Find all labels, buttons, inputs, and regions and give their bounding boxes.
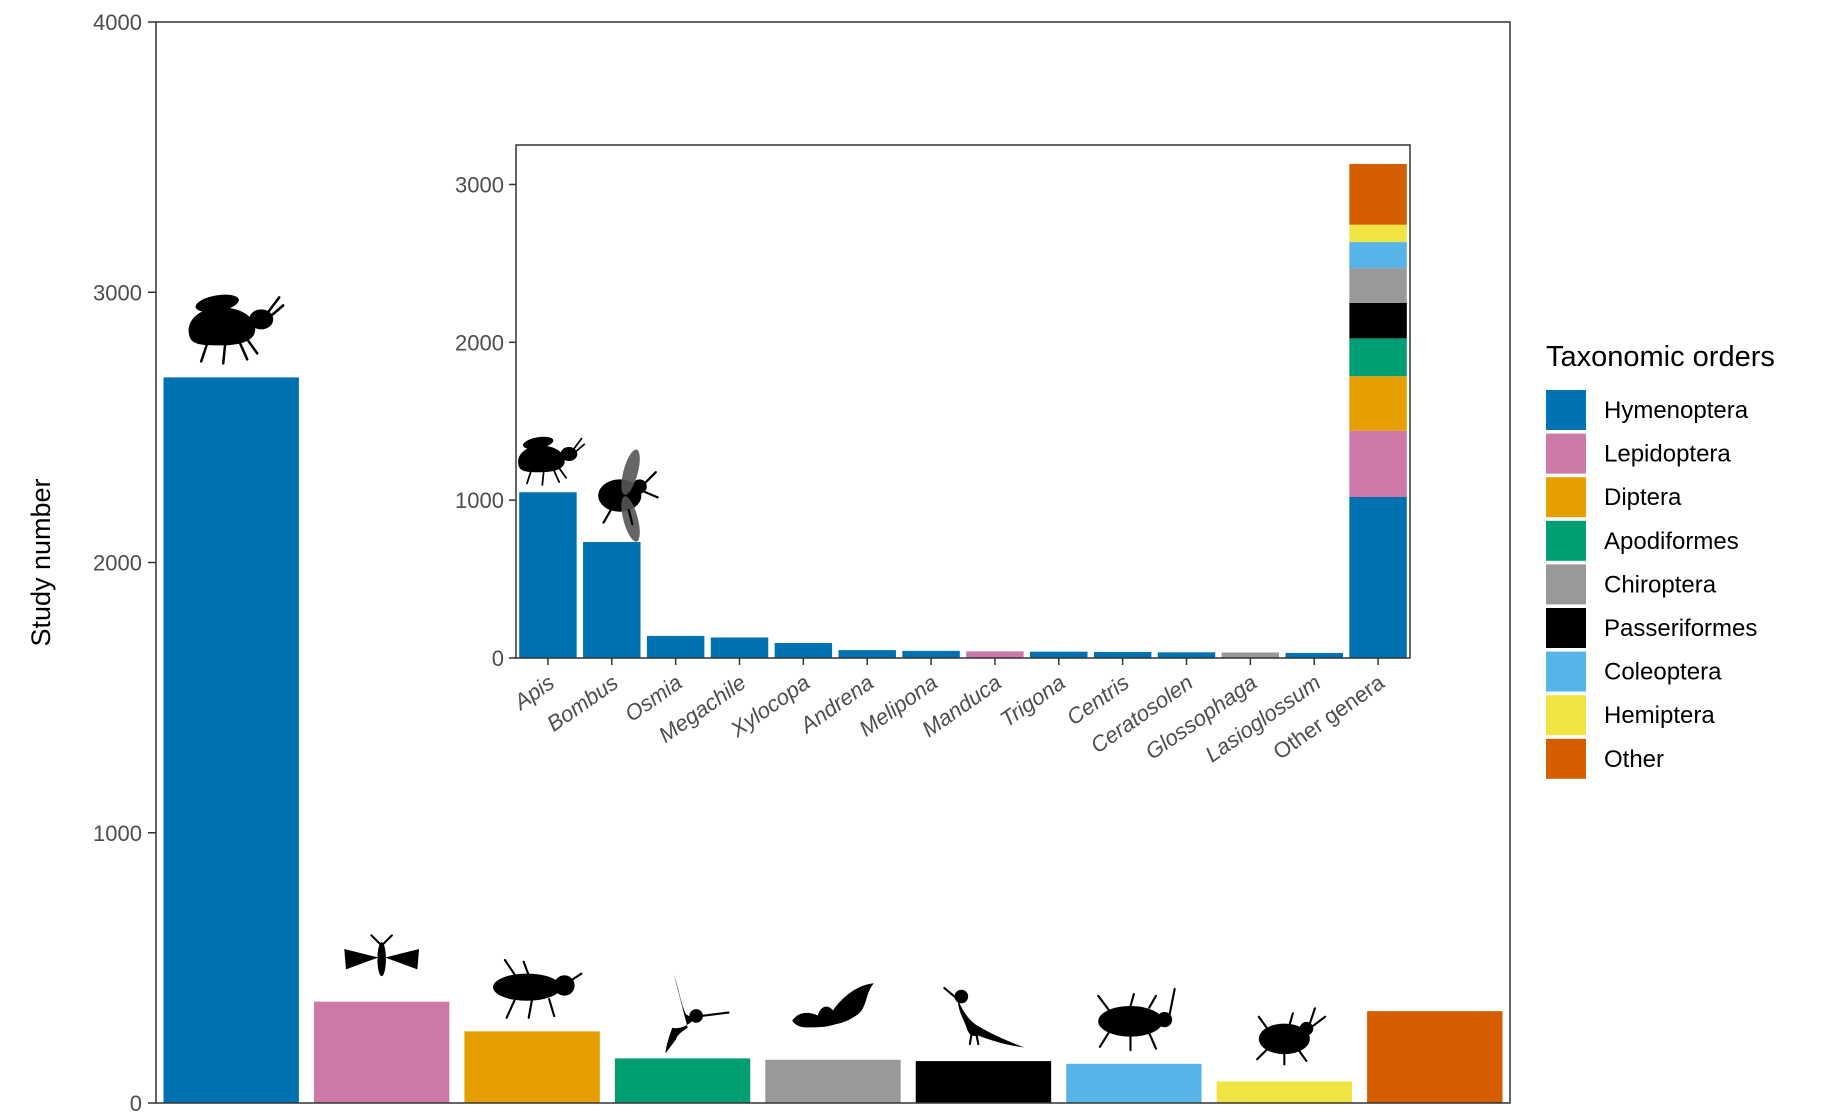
bee-icon bbox=[188, 294, 285, 365]
legend-key-hemiptera bbox=[1546, 695, 1586, 736]
inset-bar-other-genera-apodiformes bbox=[1349, 338, 1407, 377]
legend-key-hymenoptera bbox=[1546, 390, 1586, 430]
inset-bar-osmia-hymenoptera bbox=[646, 635, 705, 658]
legend-key-diptera bbox=[1546, 477, 1586, 518]
inset-bar-glossophaga-chiroptera bbox=[1221, 652, 1280, 658]
inset-bar-trigona-hymenoptera bbox=[1030, 651, 1088, 658]
legend-title: Taxonomic orders bbox=[1546, 341, 1775, 373]
inset-bar-other-genera-other bbox=[1349, 163, 1407, 225]
inset-bar-manduca-lepidoptera bbox=[966, 651, 1024, 658]
inset-y-tick-label: 1000 bbox=[455, 488, 504, 513]
legend-key-coleoptera bbox=[1546, 651, 1586, 692]
y-tick-label: 0 bbox=[130, 1091, 142, 1112]
inset-y-tick-label: 3000 bbox=[455, 172, 504, 197]
hummingbird-icon bbox=[665, 975, 730, 1054]
bar-diptera bbox=[464, 1031, 600, 1103]
y-tick-label: 4000 bbox=[93, 10, 142, 35]
inset-bar-other-genera-coleoptera bbox=[1349, 242, 1407, 269]
inset-panel-border bbox=[515, 144, 1411, 659]
legend-key-lepidoptera bbox=[1546, 433, 1586, 474]
inset-bar-other-genera-diptera bbox=[1349, 376, 1407, 431]
main-plot: 0 1000 2000 3000 4000 Study number bbox=[26, 10, 1511, 1112]
legend: Taxonomic orders Hymenoptera Lepidoptera Di… bbox=[1546, 341, 1775, 779]
inset-bar-xylocopa-hymenoptera bbox=[774, 643, 833, 658]
moth-icon bbox=[344, 934, 420, 977]
legend-label-apodiformes: Apodiformes bbox=[1604, 528, 1739, 555]
bar-hymenoptera bbox=[163, 377, 299, 1103]
bumblebee-icon bbox=[598, 449, 659, 542]
inset-bar-melipona-hymenoptera bbox=[902, 650, 960, 658]
legend-key-other bbox=[1546, 738, 1586, 779]
inset-y-tick-label: 0 bbox=[492, 646, 504, 671]
y-tick-label: 2000 bbox=[93, 551, 142, 576]
inset-bar-other-genera-chiroptera bbox=[1349, 268, 1407, 303]
bug-icon bbox=[1256, 1007, 1327, 1066]
legend-label-diptera: Diptera bbox=[1604, 484, 1682, 511]
inset-bar-other-genera-hymenoptera bbox=[1349, 496, 1407, 658]
legend-label-other: Other bbox=[1604, 746, 1664, 773]
inset-bar-other-genera-hemiptera bbox=[1349, 224, 1407, 243]
main-panel-border bbox=[155, 21, 1511, 1104]
legend-label-coleoptera: Coleoptera bbox=[1604, 659, 1722, 686]
inset-bar-other-genera-lepidoptera bbox=[1349, 430, 1407, 497]
inset-background bbox=[516, 145, 1410, 658]
inset-bar-bombus-hymenoptera bbox=[583, 541, 641, 658]
inset-bar-centris-hymenoptera bbox=[1093, 652, 1152, 658]
inset-x-tick-label: Bombus bbox=[542, 670, 622, 737]
bar-coleoptera bbox=[1066, 1063, 1202, 1103]
inset-bar-ceratosolen-hymenoptera bbox=[1157, 652, 1216, 658]
bar-passeriformes bbox=[915, 1061, 1052, 1103]
inset-y-tick-label: 2000 bbox=[455, 330, 504, 355]
inset-bar-other-genera-passeriformes bbox=[1349, 302, 1407, 339]
y-axis-title: Study number bbox=[26, 478, 56, 646]
bar-chiroptera bbox=[765, 1059, 901, 1103]
y-tick-label: 1000 bbox=[93, 821, 142, 846]
bee-icon bbox=[518, 436, 586, 486]
inset-bar-apis-hymenoptera bbox=[519, 492, 577, 658]
bar-apodiformes bbox=[614, 1058, 751, 1103]
inset-plot: 0100020003000ApisBombusOsmiaMegachileXyl… bbox=[455, 144, 1411, 767]
fly-icon bbox=[493, 958, 583, 1019]
legend-key-apodiformes bbox=[1546, 520, 1586, 561]
y-tick-label: 3000 bbox=[93, 280, 142, 305]
legend-label-passeriformes: Passeriformes bbox=[1604, 615, 1757, 642]
bar-hemiptera bbox=[1216, 1081, 1353, 1103]
bat-icon bbox=[792, 983, 874, 1028]
legend-label-chiroptera: Chiroptera bbox=[1604, 571, 1717, 598]
bar-other bbox=[1367, 1011, 1503, 1103]
inset-bar-andrena-hymenoptera bbox=[838, 650, 896, 658]
songbird-icon bbox=[943, 986, 1025, 1048]
inset-bar-lasioglossum-hymenoptera bbox=[1285, 652, 1343, 658]
beetle-icon bbox=[1097, 987, 1176, 1052]
legend-label-hemiptera: Hemiptera bbox=[1604, 702, 1715, 729]
legend-label-lepidoptera: Lepidoptera bbox=[1604, 441, 1731, 468]
legend-key-passeriformes bbox=[1546, 608, 1586, 648]
bar-lepidoptera bbox=[313, 1001, 450, 1103]
inset-x-tick-label: Trigona bbox=[996, 670, 1070, 732]
legend-label-hymenoptera: Hymenoptera bbox=[1604, 397, 1749, 424]
legend-key-chiroptera bbox=[1546, 564, 1586, 605]
inset-bar-megachile-hymenoptera bbox=[710, 637, 769, 658]
